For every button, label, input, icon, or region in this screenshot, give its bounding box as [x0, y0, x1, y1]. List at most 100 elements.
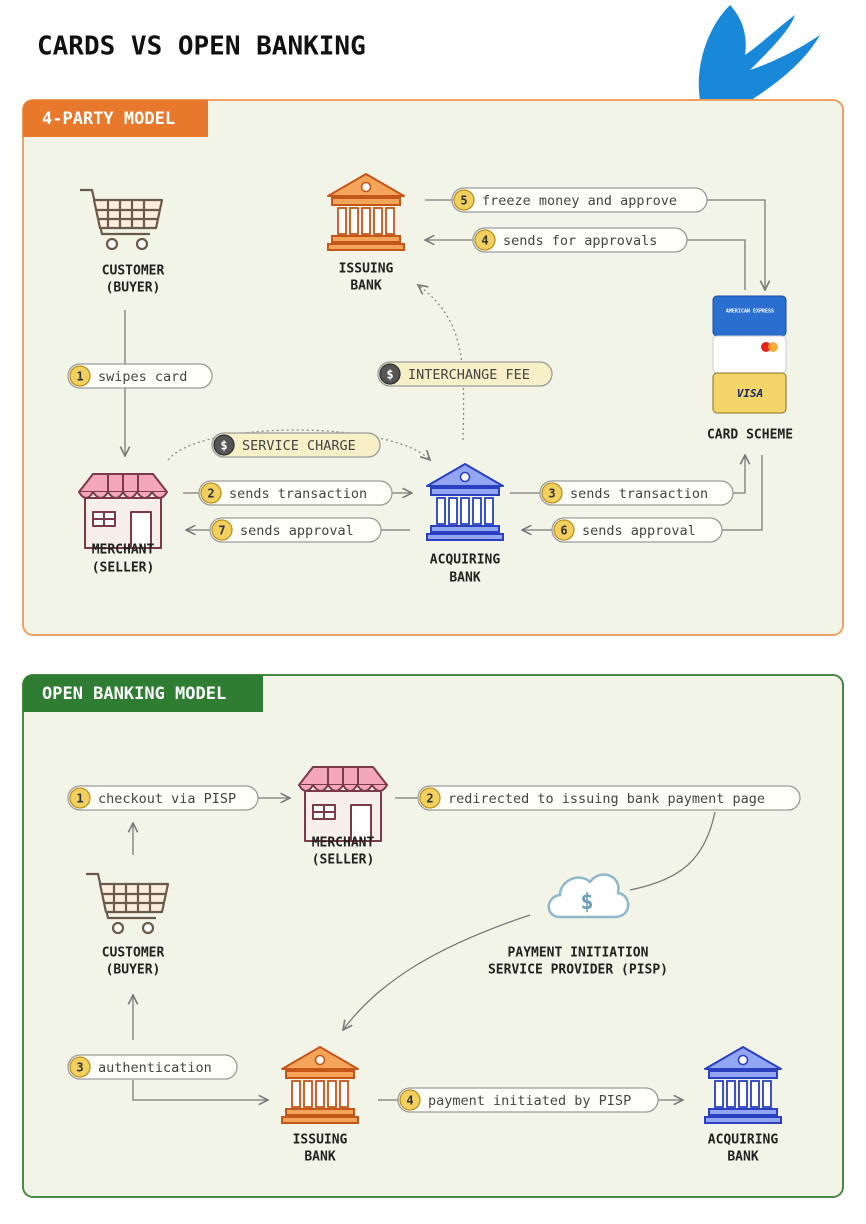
- step-pill: 4 payment initiated by PISP: [397, 1087, 659, 1113]
- step-pill: 3 authentication: [67, 1054, 238, 1080]
- step-pill: 6 sends approval: [551, 517, 723, 543]
- pill-text: SERVICE CHARGE: [242, 438, 356, 454]
- node-label: MERCHANT: [92, 543, 155, 558]
- cloud: [547, 873, 630, 919]
- connector: [132, 1080, 268, 1100]
- pill-number: 2: [426, 792, 433, 806]
- fee-pill: $ INTERCHANGE FEE: [377, 361, 553, 387]
- labels: CUSTOMER (BUYER) ISSUING BANK CARD SCHEM…: [92, 262, 793, 1165]
- pill-number: 2: [207, 487, 214, 501]
- pill-badge: [200, 482, 222, 504]
- node-label: (BUYER): [106, 281, 161, 296]
- cloud-symbol: $: [580, 890, 593, 915]
- pill-text: checkout via PISP: [98, 791, 236, 807]
- shop-icon: [78, 473, 168, 549]
- card-brand: VISA: [737, 387, 764, 400]
- fee-pill: $ SERVICE CHARGE: [211, 432, 381, 458]
- step-pill: 3 sends transaction: [539, 480, 734, 506]
- node-label: ISSUING: [339, 262, 394, 277]
- pill-box: [67, 363, 213, 389]
- pill-number: 7: [218, 524, 225, 538]
- pill-box: [67, 785, 259, 811]
- pills: 1 swipes card 2 sends transaction 3 sends tra…: [67, 187, 801, 1113]
- card: [712, 372, 787, 414]
- pill-box: [211, 432, 381, 458]
- card-stack: AMERICAN EXPRESS VISA: [712, 295, 787, 414]
- node-label: BANK: [727, 1150, 758, 1165]
- pill-text: sends transaction: [570, 486, 708, 502]
- pill-number: 4: [406, 1094, 413, 1108]
- pill-box: [472, 227, 688, 253]
- pill-badge: [69, 1056, 91, 1078]
- node-label: SERVICE PROVIDER (PISP): [488, 963, 668, 978]
- node-label: (SELLER): [92, 561, 155, 576]
- node-label: ACQUIRING: [708, 1133, 779, 1148]
- pill-number: 4: [481, 234, 488, 248]
- card-logo: [761, 342, 771, 352]
- pill-text: freeze money and approve: [482, 193, 677, 209]
- page-title: CARDS VS OPEN BANKING: [37, 32, 366, 62]
- pill-text: sends transaction: [229, 486, 367, 502]
- pill-text: authentication: [98, 1060, 212, 1076]
- pill-badge: [211, 519, 233, 541]
- pill-box: [198, 480, 393, 506]
- pill-badge: [213, 434, 235, 456]
- step-pill: 1 swipes card: [67, 363, 213, 389]
- step-pill: 2 redirected to issuing bank payment page: [417, 785, 801, 811]
- pill-text: sends approval: [240, 523, 354, 539]
- pill-text: redirected to issuing bank payment page: [448, 791, 765, 807]
- panel-title: OPEN BANKING MODEL: [42, 684, 226, 704]
- pill-text: sends approval: [582, 523, 696, 539]
- node-label: MERCHANT: [312, 836, 375, 851]
- pill-number: 5: [460, 194, 467, 208]
- node-label: CARD SCHEME: [707, 428, 793, 443]
- pill-number: 3: [76, 1061, 83, 1075]
- card-brand: AMERICAN EXPRESS: [726, 309, 774, 315]
- node-label: ACQUIRING: [430, 553, 501, 568]
- node-label: BANK: [304, 1150, 335, 1165]
- step-pill: 7 sends approval: [209, 517, 382, 543]
- pill-badge: [399, 1089, 421, 1111]
- pill-box: [209, 517, 382, 543]
- pill-badge: [553, 519, 575, 541]
- card: [712, 335, 787, 374]
- pill-badge: [474, 229, 496, 251]
- node-label: (BUYER): [106, 963, 161, 978]
- logo-bird: [698, 5, 820, 129]
- node-label: ISSUING: [293, 1133, 348, 1148]
- cloud-icon: $: [547, 873, 630, 919]
- pill-badge: [69, 365, 91, 387]
- pill-box: [451, 187, 708, 213]
- pill-number: $: [220, 439, 227, 453]
- pill-box: [67, 1054, 238, 1080]
- panel-tab: [23, 100, 208, 137]
- node-label: CUSTOMER: [102, 264, 165, 279]
- pill-text: swipes card: [98, 369, 187, 385]
- card: [712, 295, 787, 337]
- pill-number: 1: [76, 370, 83, 384]
- pill-badge: [453, 189, 475, 211]
- pill-number: $: [386, 368, 393, 382]
- connector: [343, 914, 531, 1030]
- step-pill: 4 sends for approvals: [472, 227, 688, 253]
- step-pill: 5 freeze money and approve: [451, 187, 708, 213]
- pill-box: [539, 480, 734, 506]
- pill-box: [397, 1087, 659, 1113]
- node-label: (SELLER): [312, 853, 375, 868]
- node-label: BANK: [350, 279, 381, 294]
- pill-number: 3: [548, 487, 555, 501]
- pill-box: [377, 361, 553, 387]
- pill-number: 1: [76, 792, 83, 806]
- shop-icon: [298, 766, 388, 842]
- pill-text: sends for approvals: [503, 233, 657, 249]
- pill-badge: [379, 363, 401, 385]
- node-label: PAYMENT INITIATION: [508, 946, 649, 961]
- pill-number: 6: [560, 524, 567, 538]
- pill-box: [551, 517, 723, 543]
- node-label: CUSTOMER: [102, 946, 165, 961]
- pill-text: payment initiated by PISP: [428, 1093, 631, 1109]
- node-label: BANK: [449, 571, 480, 586]
- connector: [418, 285, 465, 441]
